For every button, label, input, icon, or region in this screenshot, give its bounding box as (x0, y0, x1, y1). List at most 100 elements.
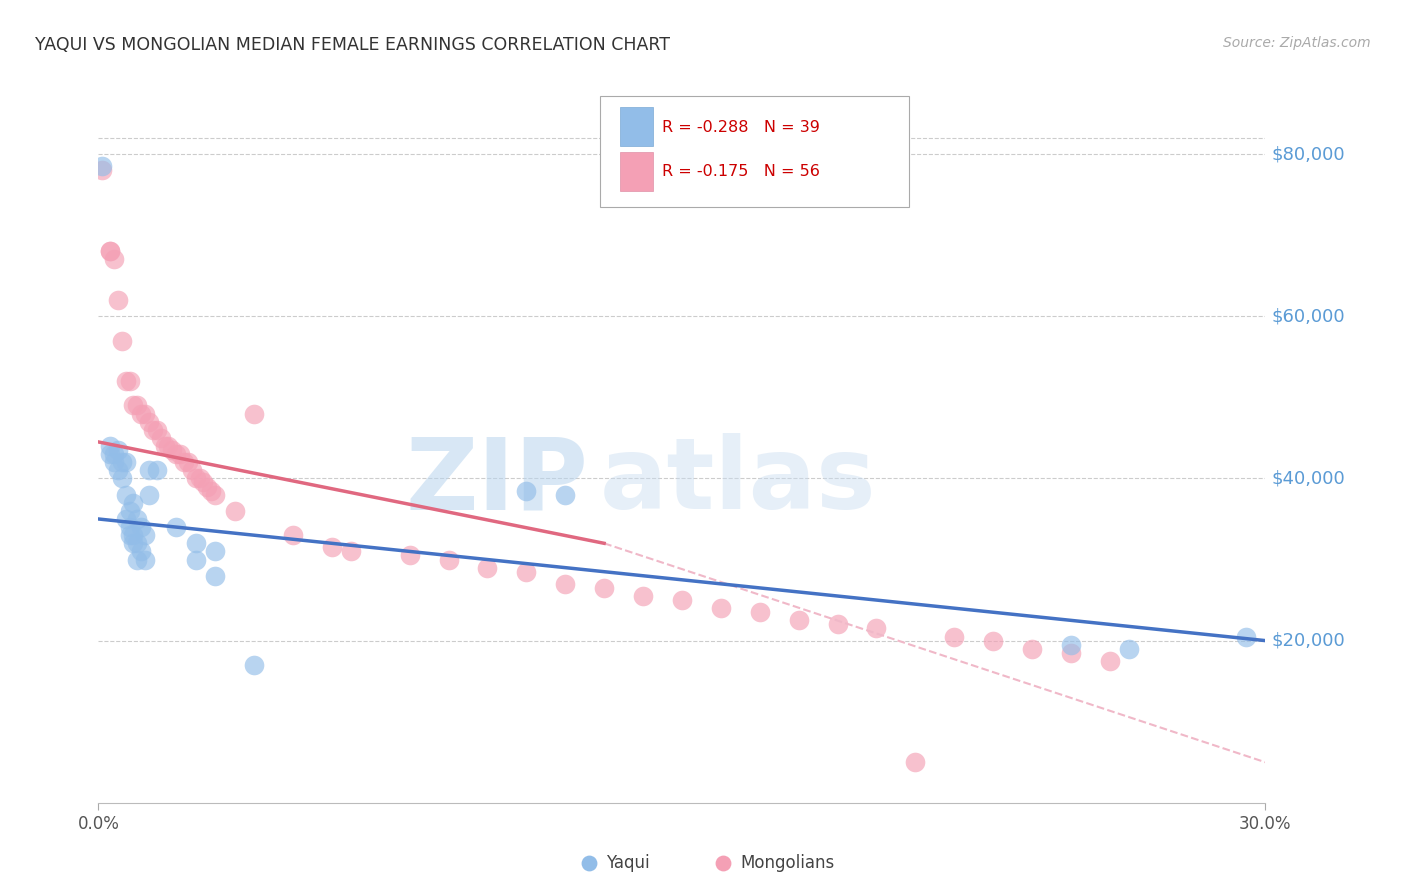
Point (91, 163, 114, 178)
Point (107, 463, 129, 477)
Point (98, 244, 121, 259)
Point (98, 244, 121, 259)
Point (122, 528, 145, 542)
Point (122, 399, 145, 413)
Text: $40,000: $40,000 (1271, 469, 1346, 487)
Point (111, 334, 134, 348)
Point (1234, 630, 1257, 644)
Point (477, 560, 499, 574)
Point (184, 536, 207, 550)
Text: $20,000: $20,000 (1271, 632, 1346, 649)
Point (134, 407, 156, 421)
Point (114, 512, 136, 526)
Bar (620, 152, 652, 191)
Point (671, 593, 693, 607)
Point (127, 552, 149, 566)
Point (865, 622, 887, 636)
Point (243, 657, 266, 672)
Point (134, 552, 156, 566)
Point (340, 544, 363, 558)
Point (243, 407, 266, 421)
Point (118, 528, 141, 542)
Point (146, 423, 169, 437)
Point (204, 568, 226, 582)
Point (149, 431, 172, 445)
Point (180, 463, 202, 477)
Text: Yaqui: Yaqui (606, 855, 650, 872)
Point (118, 374, 141, 388)
Text: atlas: atlas (600, 434, 877, 530)
Point (1118, 641, 1140, 656)
Point (165, 520, 187, 534)
Point (554, 577, 576, 591)
Text: $80,000: $80,000 (1271, 145, 1346, 163)
Point (173, 455, 195, 469)
Text: R = -0.288   N = 39: R = -0.288 N = 39 (662, 120, 820, 135)
Point (710, 601, 733, 615)
Point (224, 504, 246, 518)
Point (1060, 638, 1083, 652)
Point (103, 447, 125, 461)
Point (943, 630, 966, 644)
Point (118, 504, 141, 518)
Point (146, 463, 169, 477)
Point (165, 447, 187, 461)
Point (554, 488, 576, 502)
Point (127, 536, 149, 550)
Point (153, 439, 176, 453)
Point (129, 407, 152, 421)
Point (127, 512, 149, 526)
Point (98, 439, 121, 453)
Point (193, 475, 215, 490)
Point (169, 447, 191, 461)
Point (981, 633, 1004, 648)
FancyBboxPatch shape (600, 96, 910, 207)
Text: R = -0.175   N = 56: R = -0.175 N = 56 (662, 164, 820, 178)
Bar (620, 107, 652, 146)
Text: Source: ZipAtlas.com: Source: ZipAtlas.com (1223, 36, 1371, 50)
Text: ZIP: ZIP (406, 434, 589, 530)
Point (162, 443, 184, 458)
Point (138, 488, 160, 502)
Point (138, 463, 160, 477)
Text: Mongolians: Mongolians (741, 855, 835, 872)
Point (787, 613, 810, 627)
Point (114, 374, 136, 388)
Point (184, 471, 207, 485)
Point (129, 520, 152, 534)
Point (1098, 654, 1121, 668)
Point (631, 589, 654, 603)
Point (103, 252, 125, 267)
Point (138, 415, 160, 429)
Point (184, 552, 207, 566)
Point (904, 756, 927, 770)
Point (127, 399, 149, 413)
Point (111, 471, 134, 485)
Point (142, 423, 165, 437)
Text: YAQUI VS MONGOLIAN MEDIAN FEMALE EARNINGS CORRELATION CHART: YAQUI VS MONGOLIAN MEDIAN FEMALE EARNING… (35, 36, 671, 54)
Point (321, 541, 343, 555)
Point (515, 565, 537, 579)
Point (281, 528, 304, 542)
Point (114, 488, 136, 502)
Point (437, 552, 460, 566)
Point (157, 439, 180, 453)
Point (134, 528, 156, 542)
Point (107, 443, 129, 458)
Point (188, 471, 211, 485)
Point (103, 455, 125, 469)
Point (204, 544, 226, 558)
Point (91, 159, 114, 173)
Point (398, 549, 420, 563)
Point (177, 455, 200, 469)
Point (200, 483, 222, 498)
Point (129, 544, 152, 558)
Point (195, 479, 218, 493)
Point (122, 536, 145, 550)
Point (118, 520, 141, 534)
Point (827, 617, 849, 632)
Point (122, 496, 145, 510)
Point (111, 455, 134, 469)
Text: $60,000: $60,000 (1271, 307, 1346, 326)
Point (114, 455, 136, 469)
